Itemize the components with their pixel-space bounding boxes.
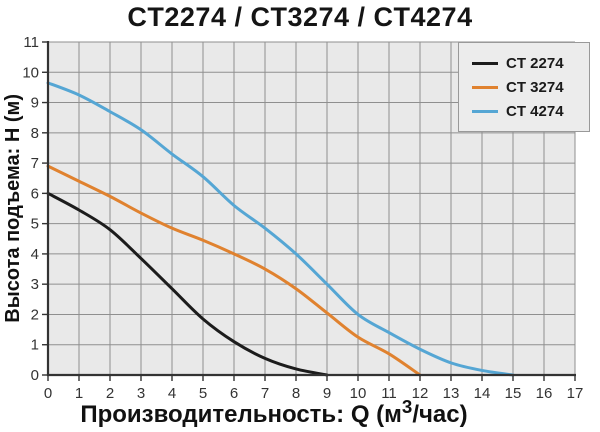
x-tick-label: 2 — [106, 385, 114, 402]
x-tick-label: 17 — [567, 385, 584, 402]
legend-line-swatch — [472, 85, 498, 89]
legend-line-swatch — [472, 109, 498, 113]
y-tick-label: 0 — [31, 367, 39, 384]
x-tick-label: 15 — [505, 385, 522, 402]
x-tick-label: 8 — [292, 385, 300, 402]
x-tick-label: 7 — [261, 385, 269, 402]
x-tick-label: 10 — [350, 385, 367, 402]
curve-ct-4274 — [46, 81, 515, 377]
x-tick-label: 0 — [44, 385, 52, 402]
chart-title: CT2274 / CT3274 / CT4274 — [127, 2, 473, 32]
curve-ct-2274 — [46, 191, 329, 377]
y-tick-label: 9 — [31, 95, 39, 112]
y-tick-label: 6 — [31, 185, 39, 202]
y-tick-labels: 0 1 2 3 4 5 6 7 8 9 10 11 — [22, 34, 39, 384]
x-axis-title-superscript: 3 — [401, 396, 413, 417]
x-tick-label: 1 — [75, 385, 83, 402]
legend-line-swatch — [472, 61, 498, 65]
legend-item: CT 2274 — [472, 55, 589, 72]
y-tick-label: 10 — [22, 64, 39, 81]
y-tick-label: 11 — [23, 34, 39, 51]
x-tick-label: 3 — [137, 385, 145, 402]
x-tick-label: 12 — [412, 385, 429, 402]
legend: CT 2274 CT 3274 CT 4274 — [458, 42, 590, 132]
x-axis-title-suffix: /час) — [412, 401, 468, 428]
x-axis-title: Производительность: Q (м3/час) — [0, 397, 548, 429]
legend-label: CT 4274 — [506, 102, 564, 120]
y-axis-title-text: Высота подъема: H (м) — [1, 94, 24, 323]
x-tick-label: 6 — [230, 385, 238, 402]
y-tick-label: 4 — [31, 246, 39, 263]
x-tick-label: 14 — [474, 385, 491, 402]
legend-item: CT 4274 — [472, 103, 589, 120]
x-tick-labels: 0 1 2 3 4 5 6 7 8 9 10 11 12 13 14 15 16 17 — [44, 385, 584, 402]
x-tick-label: 11 — [381, 385, 397, 402]
x-tick-label: 13 — [443, 385, 460, 402]
y-tick-label: 2 — [31, 306, 39, 323]
x-tick-label: 16 — [536, 385, 553, 402]
y-tick-label: 3 — [31, 276, 39, 293]
y-tick-label: 5 — [31, 216, 39, 233]
x-tick-label: 9 — [323, 385, 331, 402]
legend-label: CT 2274 — [506, 54, 564, 72]
tick-marks — [42, 41, 576, 381]
x-tick-label: 5 — [199, 385, 207, 402]
x-axis-title-prefix: Производительность: Q (м — [80, 401, 402, 428]
axis-frame — [46, 41, 576, 377]
x-tick-label: 4 — [168, 385, 176, 402]
legend-label: CT 3274 — [506, 78, 564, 96]
y-tick-label: 7 — [31, 155, 39, 172]
y-tick-label: 1 — [31, 337, 39, 354]
legend-item: CT 3274 — [472, 79, 589, 96]
y-tick-label: 8 — [31, 125, 39, 142]
y-axis-title: Высота подъема: H (м) — [0, 42, 26, 375]
curve-ct-3274 — [46, 164, 422, 377]
